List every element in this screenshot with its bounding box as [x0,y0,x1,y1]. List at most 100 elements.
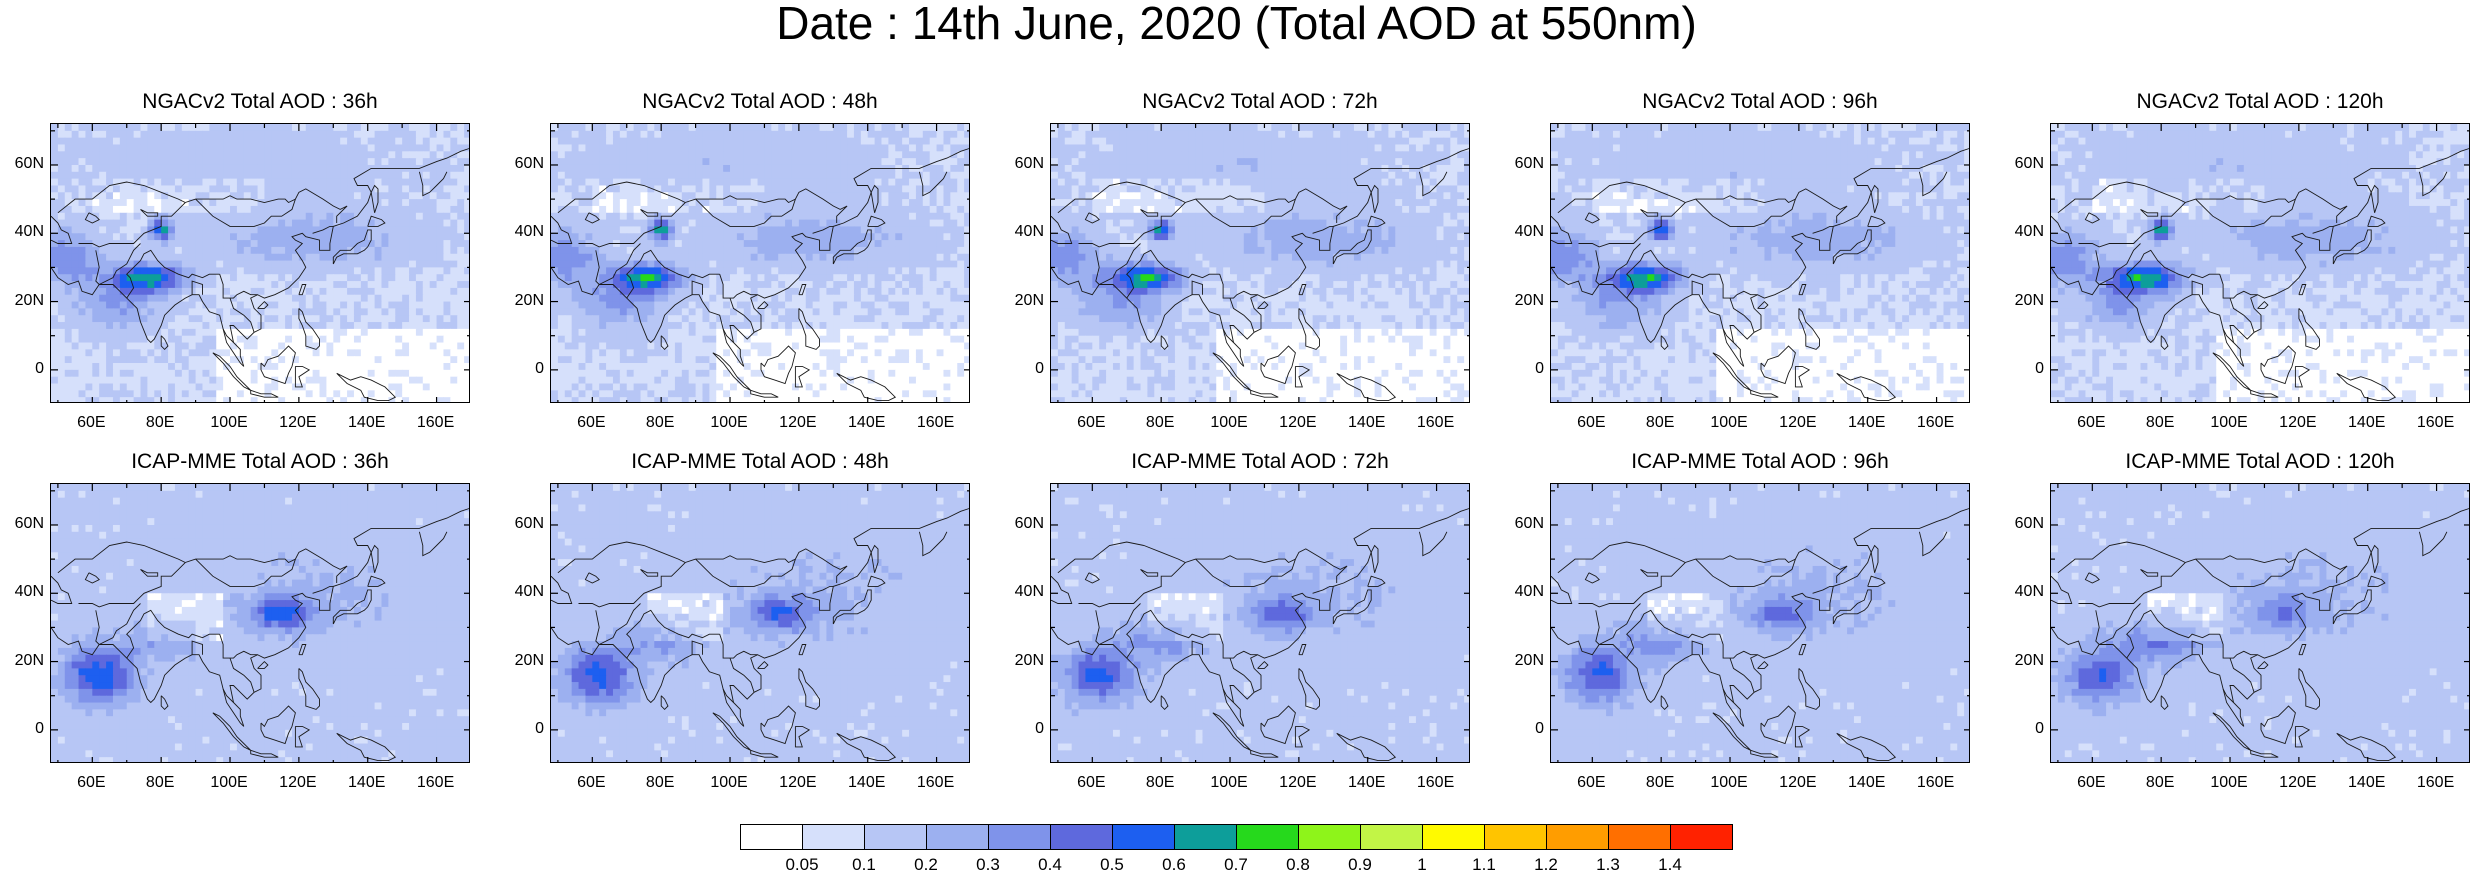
x-tick-label: 100E [1704,775,1754,791]
map-panel: ICAP-MME Total AOD : 72h 60N 40N 20N 0 60E 80E… [1015,450,1470,850]
y-tick-label: 0 [4,360,44,377]
colorbar-label: 1 [1402,856,1442,873]
x-tick-label: 120E [2273,415,2323,431]
x-tick-label: 140E [1842,775,1892,791]
colorbar-label: 0.9 [1340,856,1380,873]
colorbar-swatch [1174,824,1237,850]
panel-title: NGACv2 Total AOD : 96h [1550,90,1970,114]
colorbar-label: 0.05 [782,856,822,873]
y-tick-label: 20N [1004,652,1044,669]
colorbar-label: 1.2 [1526,856,1566,873]
map-panel: ICAP-MME Total AOD : 48h 60N 40N 20N 0 60E 80E… [515,450,970,850]
colorbar-label: 0.8 [1278,856,1318,873]
map-panel: NGACv2 Total AOD : 48h 60N 40N 20N 0 60E 80E 10… [515,90,970,490]
colorbar-swatch [1236,824,1299,850]
aod-map [50,123,470,403]
x-tick-label: 120E [1773,775,1823,791]
panel-title: ICAP-MME Total AOD : 36h [50,450,470,474]
panel-title: NGACv2 Total AOD : 36h [50,90,470,114]
coastlines [551,148,969,402]
colorbar-swatch [1422,824,1485,850]
x-tick-label: 80E [635,775,685,791]
aod-field [2051,124,2469,402]
coastlines [1551,148,1969,402]
x-tick-label: 60E [2066,775,2116,791]
x-tick-label: 140E [1342,775,1392,791]
x-tick-label: 100E [204,775,254,791]
x-tick-label: 160E [1411,415,1461,431]
x-tick-label: 140E [1842,415,1892,431]
colorbar-swatch [926,824,989,850]
y-tick-label: 40N [504,584,544,600]
y-tick-label: 60N [2004,515,2044,532]
x-tick-label: 60E [566,415,616,431]
aod-field [1551,124,1969,402]
y-tick-label: 40N [1004,584,1044,600]
map-panel: NGACv2 Total AOD : 36h 60N 40N 20N 0 60E 80E 10… [15,90,470,490]
y-tick-label: 0 [1004,360,1044,377]
x-tick-label: 100E [2204,775,2254,791]
colorbar-swatch [1298,824,1361,850]
x-tick-label: 120E [1273,415,1323,431]
aod-field [1051,124,1469,402]
x-tick-label: 60E [2066,415,2116,431]
x-tick-label: 80E [1635,775,1685,791]
aod-map [1050,483,1470,763]
y-tick-label: 40N [4,584,44,600]
x-tick-label: 140E [342,415,392,431]
colorbar-label: 1.1 [1464,856,1504,873]
colorbar-label: 0.4 [1030,856,1070,873]
y-tick-label: 40N [1504,224,1544,240]
aod-field [51,484,469,762]
y-tick-label: 40N [4,224,44,240]
y-tick-label: 60N [1504,155,1544,172]
x-tick-label: 60E [566,775,616,791]
y-tick-label: 60N [504,155,544,172]
aod-field [551,124,969,402]
colorbar-swatch [864,824,927,850]
y-tick-label: 40N [1004,224,1044,240]
x-tick-label: 100E [704,775,754,791]
x-tick-label: 120E [1273,775,1323,791]
y-tick-label: 20N [504,292,544,309]
x-tick-label: 160E [1411,775,1461,791]
coastlines [51,148,469,402]
y-tick-label: 20N [1504,292,1544,309]
y-tick-label: 20N [2004,652,2044,669]
map-panel: NGACv2 Total AOD : 96h 60N 40N 20N 0 60E 80E 10… [1515,90,1970,490]
y-tick-label: 40N [2004,224,2044,240]
x-tick-label: 120E [773,775,823,791]
y-tick-label: 0 [504,720,544,737]
aod-map [50,483,470,763]
coastlines [1051,148,1469,402]
coastlines [51,508,469,762]
y-tick-label: 20N [4,292,44,309]
x-tick-label: 140E [842,775,892,791]
aod-field [1051,484,1469,762]
colorbar-swatch [1360,824,1423,850]
x-tick-label: 100E [1704,415,1754,431]
panel-title: NGACv2 Total AOD : 120h [2050,90,2470,114]
colorbar-label: 0.6 [1154,856,1194,873]
x-tick-label: 80E [2135,775,2185,791]
x-tick-label: 100E [704,415,754,431]
x-tick-label: 160E [411,775,461,791]
coastlines [2051,148,2469,402]
x-tick-label: 60E [1066,415,1116,431]
aod-map [2050,483,2470,763]
colorbar-label: 0.3 [968,856,1008,873]
x-tick-label: 80E [1135,775,1185,791]
x-tick-label: 100E [1204,775,1254,791]
x-tick-label: 100E [204,415,254,431]
aod-map [1050,123,1470,403]
y-tick-label: 0 [1004,720,1044,737]
x-tick-label: 120E [273,775,323,791]
x-tick-label: 120E [2273,775,2323,791]
coastlines [551,508,969,762]
y-tick-label: 20N [4,652,44,669]
x-tick-label: 160E [1911,775,1961,791]
colorbar-swatch [1546,824,1609,850]
colorbar-swatch [1670,824,1733,850]
colorbar-swatch [1608,824,1671,850]
y-tick-label: 20N [1004,292,1044,309]
